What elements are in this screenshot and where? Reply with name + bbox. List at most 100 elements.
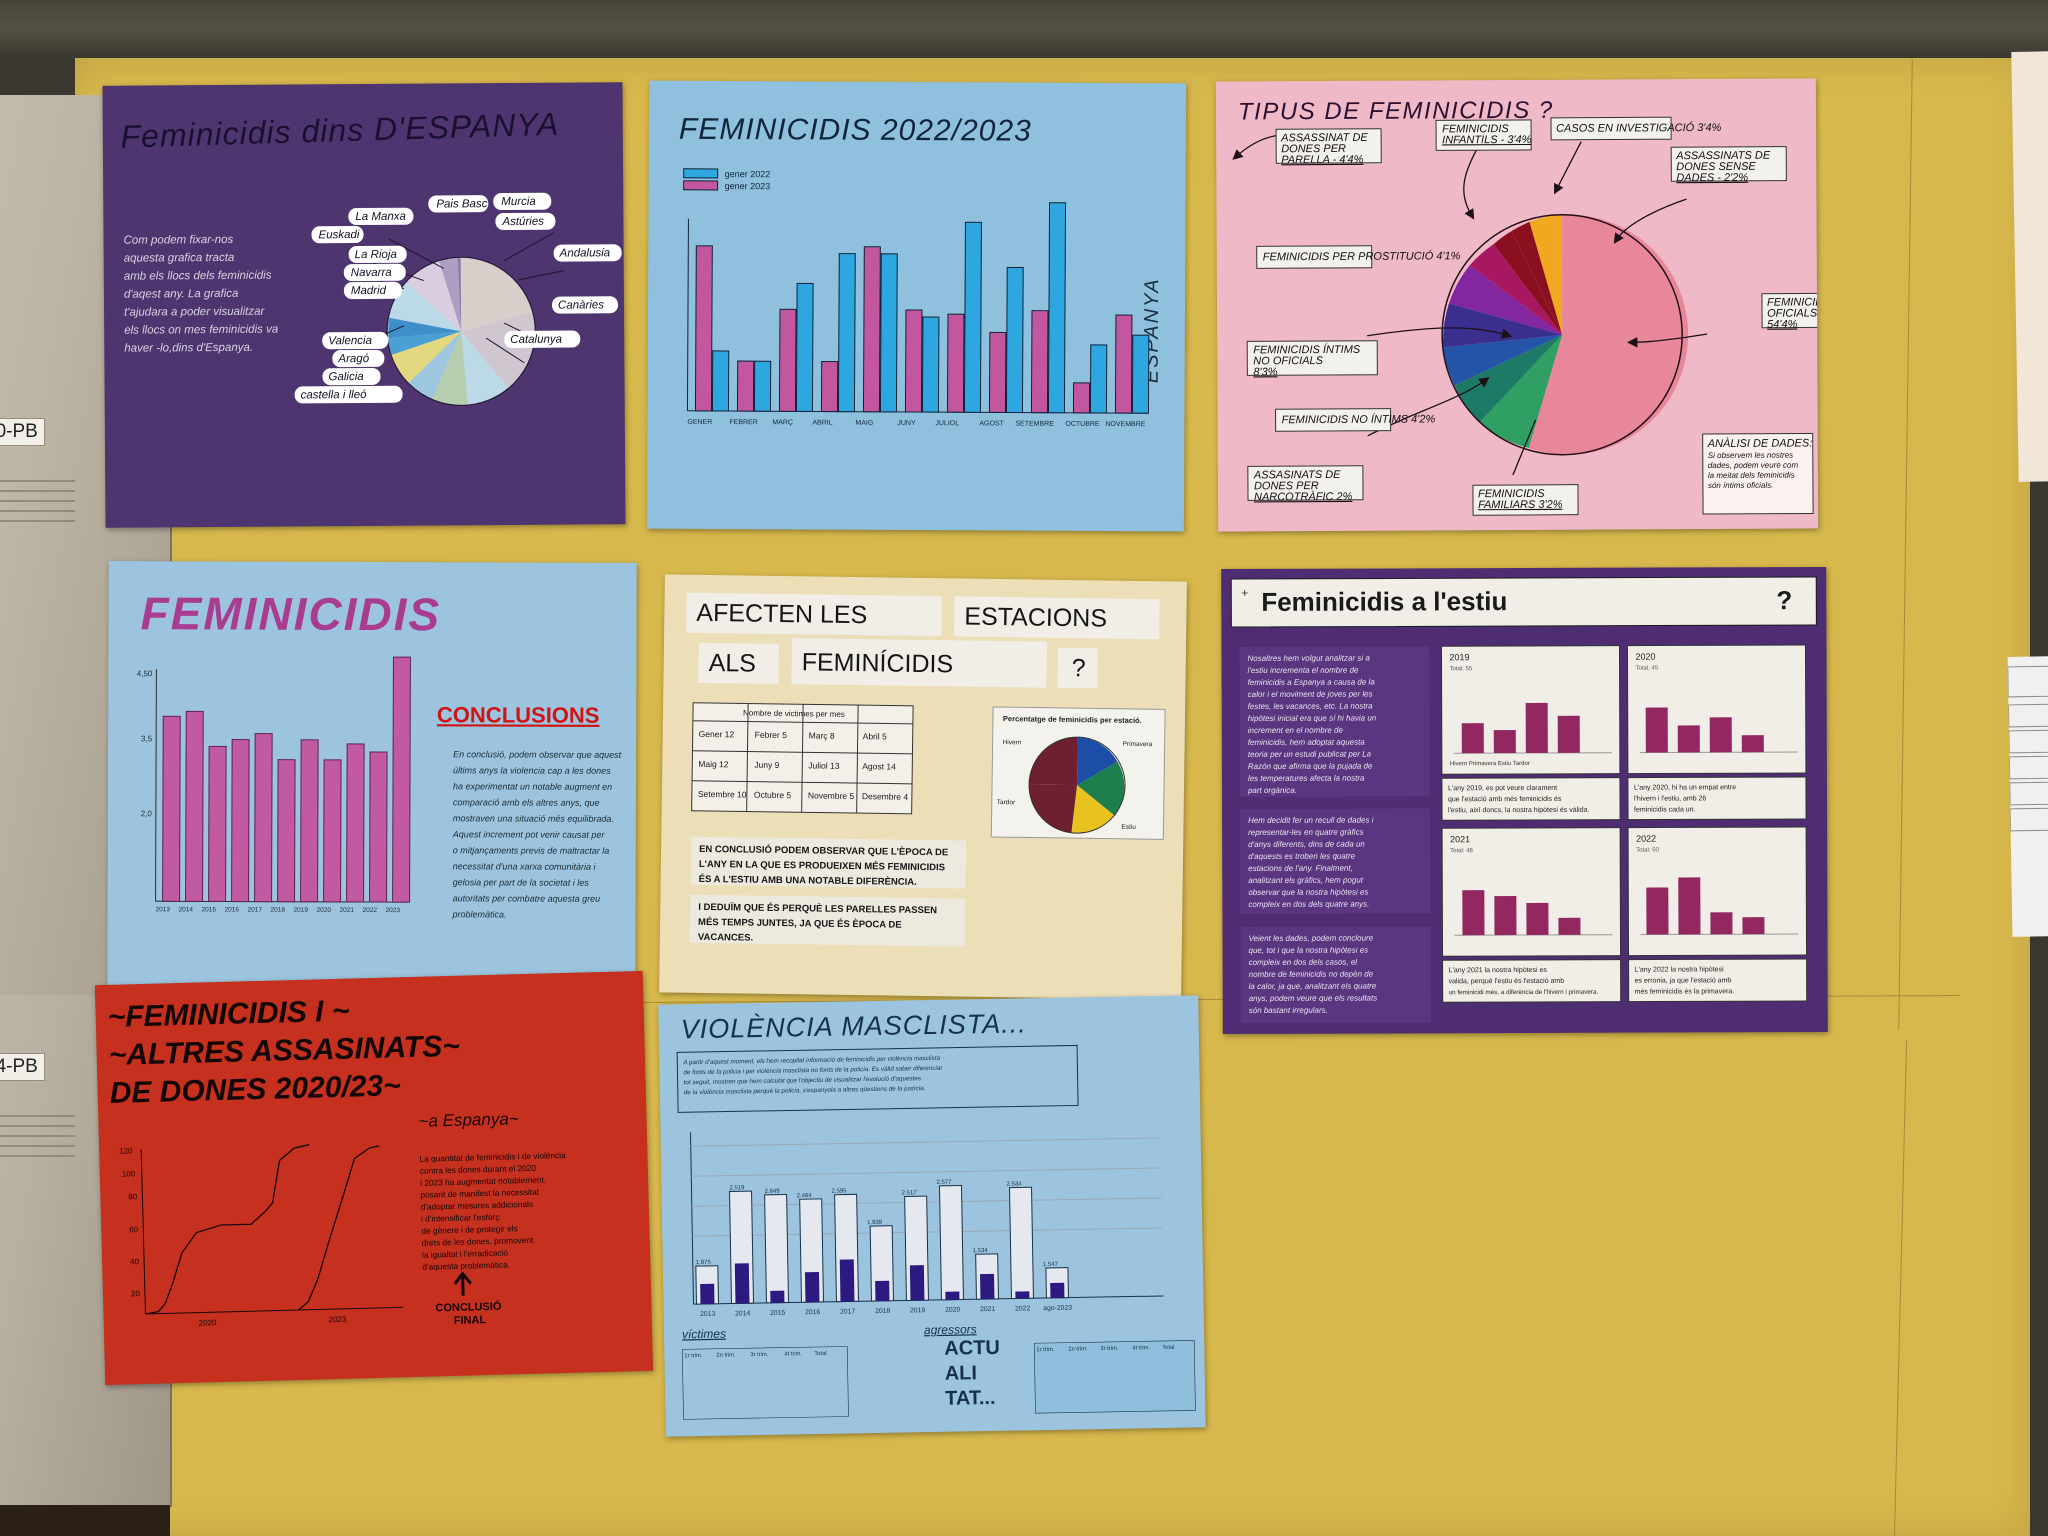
svg-text:feminicidis cada un.: feminicidis cada un. (1634, 806, 1696, 813)
svg-text:observar que la nostra hipòtes: observar que la nostra hipòtesi es (1248, 888, 1368, 897)
svg-text:comparació amb els altres anys: comparació amb els altres anys, que (453, 797, 600, 808)
svg-text:haver -lo,dins d'Espanya.: haver -lo,dins d'Espanya. (124, 342, 253, 355)
svg-text:NARCOTRÀFIC 2%: NARCOTRÀFIC 2% (1254, 490, 1353, 504)
svg-text:anys, podem veure que els resu: anys, podem veure que els resultats (1249, 994, 1378, 1003)
svg-text:d'aquesta problemàtica.: d'aquesta problemàtica. (422, 1259, 510, 1271)
svg-text:Navarra: Navarra (351, 267, 392, 279)
svg-text:l'estiu, així doncs, la nostra: l'estiu, així doncs, la nostra hipòtesi … (1448, 807, 1589, 814)
svg-text:Catalunya: Catalunya (510, 334, 562, 346)
svg-text:2016: 2016 (805, 1309, 820, 1316)
svg-text:L'any 2020, hi ha un empat ent: L'any 2020, hi ha un empat entre (1634, 784, 1736, 791)
svg-text:2020: 2020 (317, 907, 332, 914)
svg-text:Juny 9: Juny 9 (754, 760, 779, 770)
svg-text:L'any 2021 la nostra hipòtesi: L'any 2021 la nostra hipòtesi es (1449, 967, 1548, 974)
svg-text:tot seguit, mostren que hem ca: tot seguit, mostren que hem calculat que… (684, 1075, 922, 1086)
svg-text:2.595: 2.595 (832, 1188, 848, 1194)
svg-text:Nombre de victimes per mes: Nombre de victimes per mes (743, 708, 845, 718)
svg-text:2019: 2019 (910, 1307, 925, 1314)
svg-text:20: 20 (131, 1289, 141, 1298)
svg-text:8'3%: 8'3% (1253, 366, 1277, 378)
svg-text:i 2023 ha augmentat notablemen: i 2023 ha augmentat notablement, (420, 1174, 546, 1187)
svg-text:Nosaltres hem volgut analitzar: Nosaltres hem volgut analitzar si a (1247, 654, 1370, 663)
svg-text:Estiu: Estiu (1121, 824, 1136, 831)
svg-text:hipòtesi inicial era que sí hi: hipòtesi inicial era que sí hi havia un (1248, 714, 1377, 723)
svg-text:Febrer 5: Febrer 5 (755, 730, 788, 740)
svg-text:DADES - 2'2%: DADES - 2'2% (1676, 172, 1748, 184)
svg-text:2.577: 2.577 (936, 1180, 952, 1186)
svg-text:Pais Basc: Pais Basc (436, 198, 487, 210)
svg-text:Canàries: Canàries (558, 299, 604, 311)
svg-text:es erronia, ja que l'estació a: es erronia, ja que l'estació amb (1635, 977, 1732, 984)
svg-text:~FEMINICIDIS I ~: ~FEMINICIDIS I ~ (107, 995, 349, 1034)
svg-text:estacions de l'any. Finalment,: estacions de l'any. Finalment, (1248, 864, 1353, 873)
svg-text:2021: 2021 (340, 907, 355, 914)
svg-text:DE DONES 2020/23~: DE DONES 2020/23~ (109, 1069, 401, 1110)
svg-text:Maig 12: Maig 12 (698, 759, 729, 769)
svg-text:VACANCES.: VACANCES. (698, 932, 753, 944)
svg-text:Març 8: Març 8 (809, 730, 835, 740)
svg-text:L'any 2019, es pot veure clara: L'any 2019, es pot veure clarament (1448, 785, 1557, 792)
svg-text:3r trim.: 3r trim. (750, 1352, 769, 1358)
svg-text:FEMINICIDIS: FEMINICIDIS (140, 587, 441, 640)
svg-text:increment en el nombre de: increment en el nombre de (1248, 726, 1344, 735)
svg-text:de gènere i de protegir els: de gènere i de protegir els (421, 1223, 518, 1236)
svg-text:d'adoptar mesures addicionals: d'adoptar mesures addicionals (421, 1199, 534, 1212)
svg-text:representar-les en quatre gràf: representar-les en quatre gràfics (1248, 828, 1363, 837)
svg-text:Razón que afirma que la pujada: Razón que afirma que la pujada de (1248, 762, 1373, 771)
svg-text:d'aquests es troben les quatre: d'aquests es troben les quatre (1248, 852, 1356, 861)
svg-text:2.519: 2.519 (729, 1185, 745, 1191)
svg-text:Hivern Primavera Estiu Tard: Hivern Primavera Estiu Tardor (1450, 761, 1530, 767)
svg-text:2015: 2015 (770, 1310, 785, 1317)
svg-text:2014: 2014 (735, 1310, 750, 1317)
svg-text:Total: 45: Total: 45 (1636, 666, 1659, 672)
svg-text:calor i el moviment de joves p: calor i el moviment de joves per les (1248, 690, 1373, 699)
svg-text:2021: 2021 (980, 1306, 995, 1313)
svg-text:la calor, ja que, analitzant e: la calor, ja que, analitzant els quatre (1249, 982, 1377, 991)
svg-text:2.534: 2.534 (1006, 1181, 1022, 1187)
svg-text:FAMILIARS 3'2%: FAMILIARS 3'2% (1478, 499, 1563, 511)
svg-text:ha experimentat un notable aug: ha experimentat un notable augment en (453, 781, 612, 792)
svg-text:Si observem les nostres: Si observem les nostres (1708, 451, 1793, 460)
svg-text:Feminicidis dins D'ESPANYA: Feminicidis dins D'ESPANYA (120, 106, 560, 155)
svg-text:VIOLÈNCIA MASCLISTA...: VIOLÈNCIA MASCLISTA... (680, 1008, 1027, 1044)
svg-text:FINAL: FINAL (454, 1314, 487, 1327)
svg-text:CASOS EN INVESTIGACIÓ 3'4%: CASOS EN INVESTIGACIÓ 3'4% (1556, 121, 1722, 135)
svg-text:contra les dones durant el 202: contra les dones durant el 2020 (420, 1163, 537, 1176)
svg-text:ACTU: ACTU (944, 1337, 1000, 1360)
svg-text:Feminicidis a l'estiu: Feminicidis a l'estiu (1261, 586, 1507, 617)
svg-text:Total: 50: Total: 50 (1636, 848, 1659, 854)
svg-text:2021: 2021 (1450, 834, 1470, 844)
svg-text:són bastant irregulars.: són bastant irregulars. (1249, 1006, 1328, 1015)
svg-text:2017: 2017 (840, 1308, 855, 1315)
svg-text:CONCLUSIÓ: CONCLUSIÓ (435, 1300, 502, 1315)
svg-text:La quantitat de feminicidis i: La quantitat de feminicidis i de violènc… (419, 1150, 566, 1164)
svg-text:agressors: agressors (924, 1322, 977, 1337)
svg-text:ÉS A L'ESTIU AMB UNA NOTABLE D: ÉS A L'ESTIU AMB UNA NOTABLE DIFERÈNCIA. (699, 874, 917, 888)
svg-text:valida, perquè l'estiu és l'es: valida, perquè l'estiu és l'estació amb (1449, 978, 1565, 985)
svg-text:1.547: 1.547 (1043, 1262, 1059, 1268)
svg-text:OCTUBRE: OCTUBRE (1065, 421, 1100, 428)
svg-text:són íntims oficials.: són íntims oficials. (1708, 481, 1773, 490)
svg-text:més feminicidis és la primaver: més feminicidis és la primavera. (1635, 988, 1735, 995)
svg-text:3r trim.: 3r trim. (1100, 1346, 1119, 1352)
svg-text:Aquest increment pot venir cau: Aquest increment pot venir causat per (452, 829, 606, 840)
svg-text:posant de manifest la necessit: posant de manifest la necessitat (420, 1187, 539, 1200)
svg-text:la meitat dels feminicidis: la meitat dels feminicidis (1708, 471, 1795, 480)
svg-text:l'hivern i l'estiu, amb 26: l'hivern i l'estiu, amb 26 (1634, 795, 1706, 802)
svg-text:2018: 2018 (271, 907, 286, 914)
svg-text:54'4%: 54'4% (1767, 319, 1798, 331)
svg-text:1.975: 1.975 (696, 1260, 712, 1266)
svg-text:MARÇ: MARÇ (772, 419, 793, 426)
svg-text:?: ? (1071, 654, 1085, 682)
svg-text:2022: 2022 (363, 907, 378, 914)
svg-text:Gener 12: Gener 12 (699, 729, 735, 739)
svg-text:40: 40 (130, 1257, 140, 1266)
svg-text:gener 2023: gener 2023 (725, 181, 771, 191)
svg-text:ABRIL: ABRIL (812, 419, 832, 426)
svg-text:t'ajudara a poder visualitzar: t'ajudara a poder visualitzar (124, 306, 266, 319)
svg-text:+: + (1241, 586, 1248, 600)
svg-text:un feminicidi més, a diferènci: un feminicidi més, a diferència de l'hiv… (1449, 989, 1599, 997)
svg-text:2022: 2022 (1015, 1305, 1030, 1312)
svg-text:GENER: GENER (687, 419, 712, 426)
svg-text:festes, les vacances, etc. La: festes, les vacances, etc. La nostra (1248, 702, 1374, 711)
